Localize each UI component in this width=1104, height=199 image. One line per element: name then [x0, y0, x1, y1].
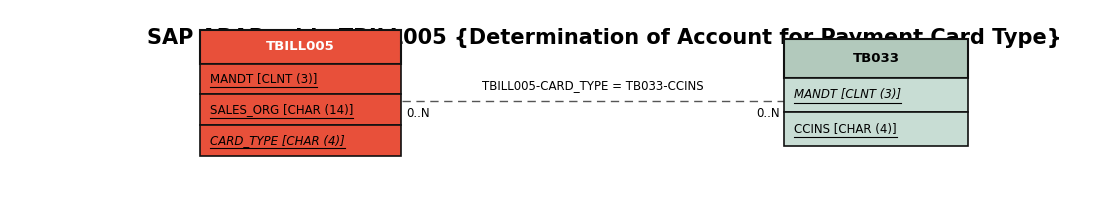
Text: CARD_TYPE [CHAR (4)]: CARD_TYPE [CHAR (4)] [210, 134, 344, 147]
FancyBboxPatch shape [200, 125, 401, 156]
Text: MANDT [CLNT (3)]: MANDT [CLNT (3)] [210, 73, 317, 86]
FancyBboxPatch shape [784, 78, 968, 112]
Text: MANDT [CLNT (3)]: MANDT [CLNT (3)] [794, 88, 901, 101]
Text: 0..N: 0..N [756, 107, 779, 120]
Text: 0..N: 0..N [406, 107, 429, 120]
Text: SAP ABAP table TBILL005 {Determination of Account for Payment Card Type}: SAP ABAP table TBILL005 {Determination o… [147, 28, 1061, 49]
FancyBboxPatch shape [200, 30, 401, 64]
Text: TB033: TB033 [852, 52, 900, 65]
FancyBboxPatch shape [200, 94, 401, 125]
FancyBboxPatch shape [784, 112, 968, 146]
Text: SALES_ORG [CHAR (14)]: SALES_ORG [CHAR (14)] [210, 103, 353, 116]
Text: CCINS [CHAR (4)]: CCINS [CHAR (4)] [794, 123, 896, 136]
Text: TBILL005: TBILL005 [266, 40, 335, 53]
Text: TBILL005-CARD_TYPE = TB033-CCINS: TBILL005-CARD_TYPE = TB033-CCINS [482, 79, 703, 92]
FancyBboxPatch shape [200, 64, 401, 94]
FancyBboxPatch shape [784, 39, 968, 78]
